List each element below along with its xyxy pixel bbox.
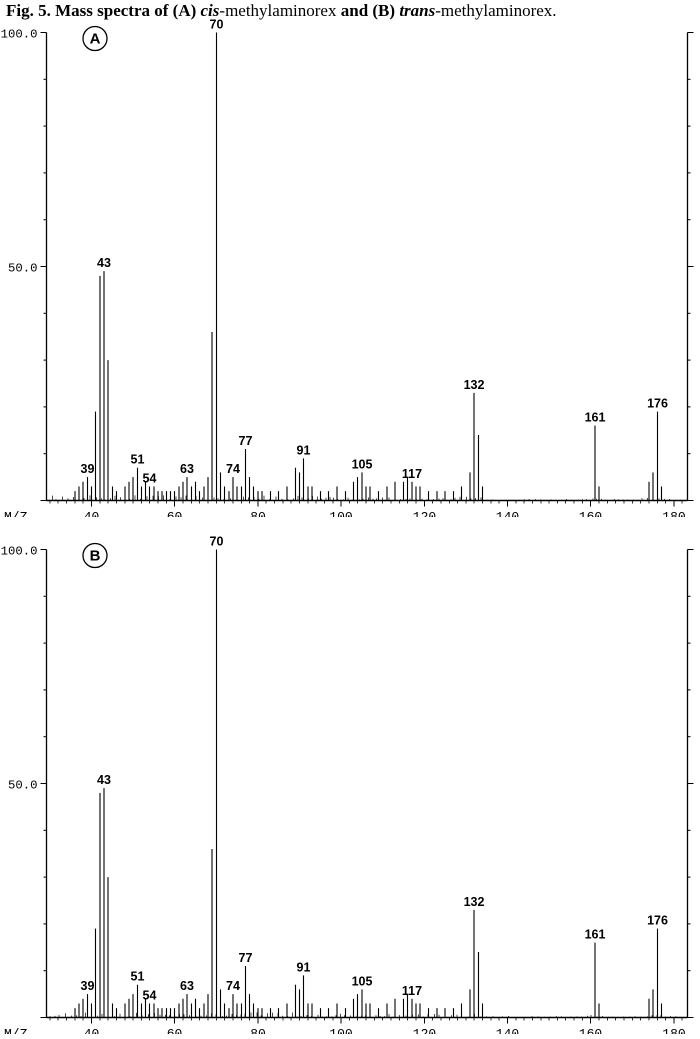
svg-text:160: 160	[579, 1027, 602, 1035]
svg-text:A: A	[90, 31, 101, 48]
svg-text:51: 51	[131, 970, 145, 984]
svg-text:161: 161	[585, 411, 606, 425]
svg-text:63: 63	[180, 979, 194, 993]
svg-text:70: 70	[210, 535, 224, 549]
svg-text:91: 91	[297, 960, 311, 974]
svg-text:77: 77	[239, 434, 253, 448]
svg-text:100.0: 100.0	[1, 545, 38, 559]
svg-text:140: 140	[496, 1027, 519, 1035]
svg-text:100.0: 100.0	[1, 28, 38, 42]
svg-text:176: 176	[647, 914, 668, 928]
svg-text:M/Z: M/Z	[4, 510, 28, 518]
svg-text:63: 63	[180, 462, 194, 476]
svg-text:140: 140	[496, 510, 519, 518]
svg-text:117: 117	[402, 467, 422, 481]
svg-text:80: 80	[250, 510, 266, 518]
svg-text:120: 120	[413, 510, 436, 518]
svg-text:39: 39	[81, 979, 95, 993]
svg-text:176: 176	[647, 397, 668, 411]
svg-text:132: 132	[464, 378, 485, 392]
svg-text:B: B	[90, 548, 101, 565]
svg-text:M/Z: M/Z	[4, 1027, 28, 1035]
svg-text:180: 180	[662, 510, 685, 518]
svg-text:43: 43	[97, 256, 111, 270]
svg-text:74: 74	[226, 979, 240, 993]
svg-text:60: 60	[167, 510, 183, 518]
svg-text:43: 43	[97, 773, 111, 787]
svg-text:180: 180	[662, 1027, 685, 1035]
svg-text:74: 74	[226, 462, 240, 476]
svg-text:39: 39	[81, 462, 95, 476]
svg-text:40: 40	[84, 510, 100, 518]
svg-text:50.0: 50.0	[8, 779, 38, 793]
svg-text:54: 54	[143, 988, 157, 1002]
svg-text:40: 40	[84, 1027, 100, 1035]
svg-text:117: 117	[402, 984, 422, 998]
svg-text:105: 105	[352, 974, 373, 988]
svg-text:77: 77	[239, 951, 253, 965]
svg-text:100: 100	[329, 510, 352, 518]
svg-text:160: 160	[579, 510, 602, 518]
svg-text:50.0: 50.0	[8, 262, 38, 276]
svg-text:105: 105	[352, 457, 373, 471]
svg-text:132: 132	[464, 895, 485, 909]
svg-text:120: 120	[413, 1027, 436, 1035]
svg-text:161: 161	[585, 928, 606, 942]
svg-text:80: 80	[250, 1027, 266, 1035]
svg-text:51: 51	[131, 453, 145, 467]
svg-text:60: 60	[167, 1027, 183, 1035]
svg-text:100: 100	[329, 1027, 352, 1035]
svg-text:91: 91	[297, 443, 311, 457]
svg-text:54: 54	[143, 471, 157, 485]
